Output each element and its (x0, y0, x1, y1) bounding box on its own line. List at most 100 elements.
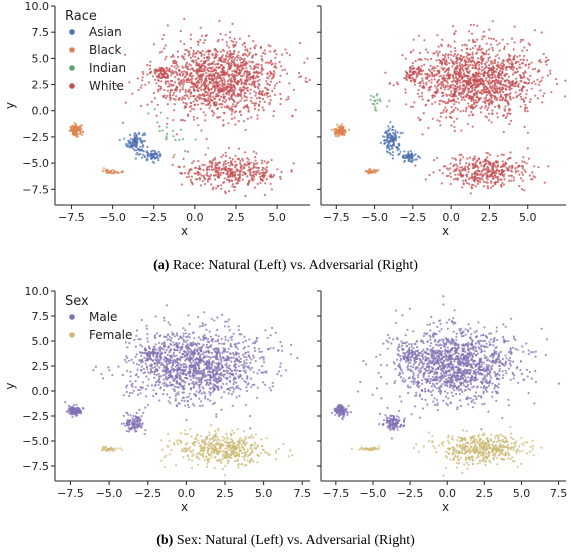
point-male (250, 366, 253, 369)
point-white (490, 171, 493, 174)
point-white (485, 87, 488, 90)
point-asian (134, 136, 137, 139)
point-white (174, 98, 177, 101)
point-white (224, 166, 227, 169)
point-white (260, 63, 263, 67)
point-white (168, 85, 171, 88)
point-white (238, 110, 241, 114)
point-white (436, 119, 439, 122)
point-white (495, 166, 498, 169)
point-white (189, 86, 192, 89)
point-white (192, 49, 195, 52)
point-white (469, 76, 472, 79)
point-white (263, 94, 266, 97)
point-male (265, 370, 268, 373)
point-white (519, 92, 522, 96)
point-white (496, 164, 499, 167)
point-white (192, 69, 195, 72)
point-white (517, 165, 520, 168)
point-white (436, 70, 439, 73)
point-white (254, 166, 257, 169)
point-white (474, 161, 477, 164)
point-white (171, 60, 175, 63)
point-white (513, 25, 516, 28)
point-male (126, 356, 129, 360)
point-white (540, 79, 543, 82)
point-male (194, 393, 197, 396)
point-male (206, 338, 210, 341)
point-white (436, 54, 440, 57)
point-white (462, 179, 465, 182)
point-asian (154, 150, 157, 153)
point-white (439, 82, 442, 85)
point-white (499, 178, 502, 181)
point-white (231, 86, 234, 89)
point-white (270, 176, 273, 179)
point-white (410, 79, 413, 82)
point-white (137, 88, 140, 92)
point-male (188, 382, 191, 386)
point-asian (151, 156, 154, 159)
point-white (463, 85, 466, 88)
point-white (214, 63, 217, 66)
point-white (495, 39, 498, 42)
point-white (501, 38, 504, 41)
point-asian (396, 149, 399, 152)
point-white (211, 168, 214, 171)
point-white (470, 61, 473, 64)
point-white (530, 178, 533, 181)
point-male (108, 369, 111, 372)
point-white (194, 59, 197, 62)
point-asian (159, 155, 162, 158)
point-white (478, 46, 481, 49)
point-white (220, 95, 223, 98)
point-white (184, 88, 187, 92)
point-male (228, 364, 231, 367)
point-white (228, 46, 231, 49)
point-white (464, 79, 467, 82)
point-male (175, 392, 178, 395)
point-asian (141, 144, 144, 147)
point-white (510, 66, 514, 69)
point-white (508, 109, 511, 112)
point-white (197, 124, 200, 127)
point-white (198, 70, 201, 73)
point-white (228, 156, 231, 160)
point-white (466, 82, 469, 85)
point-white (396, 83, 400, 86)
point-white (253, 102, 256, 105)
point-white (182, 157, 185, 160)
point-white (226, 73, 229, 76)
point-white (523, 100, 526, 103)
point-male (268, 386, 271, 389)
point-white (512, 48, 515, 51)
point-white (222, 86, 225, 89)
point-white (479, 48, 482, 52)
point-white (161, 70, 164, 73)
point-white (526, 49, 529, 52)
point-indian (374, 106, 377, 109)
point-male (180, 385, 183, 388)
point-white (484, 106, 487, 109)
point-white (476, 169, 479, 172)
point-white (188, 81, 191, 84)
point-white (458, 84, 461, 87)
point-white (188, 63, 191, 66)
point-asian (129, 137, 132, 140)
point-white (196, 117, 199, 120)
point-white (471, 56, 475, 59)
point-white (472, 113, 475, 117)
point-male (94, 365, 97, 368)
point-white (455, 72, 458, 75)
point-white (308, 78, 311, 82)
point-white (524, 170, 527, 174)
point-white (146, 103, 149, 106)
point-male (135, 334, 138, 337)
point-white (447, 74, 450, 78)
point-white (288, 54, 291, 57)
point-white (253, 104, 256, 107)
point-white (255, 70, 258, 73)
point-white (226, 167, 229, 171)
point-white (200, 67, 203, 70)
point-white (199, 38, 202, 42)
